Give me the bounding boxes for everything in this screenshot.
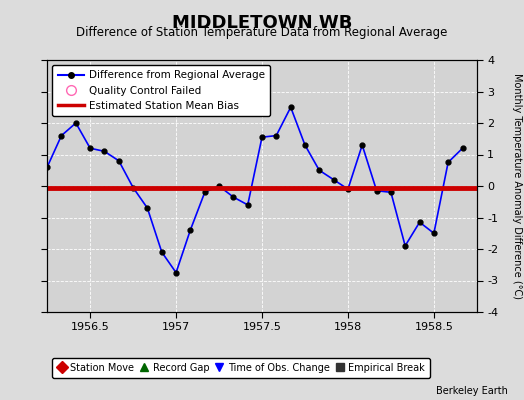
Text: Difference of Station Temperature Data from Regional Average: Difference of Station Temperature Data f… [77,26,447,39]
Text: MIDDLETOWN WB: MIDDLETOWN WB [172,14,352,32]
Text: Berkeley Earth: Berkeley Earth [436,386,508,396]
Y-axis label: Monthly Temperature Anomaly Difference (°C): Monthly Temperature Anomaly Difference (… [512,73,522,299]
Legend: Station Move, Record Gap, Time of Obs. Change, Empirical Break: Station Move, Record Gap, Time of Obs. C… [52,358,430,378]
